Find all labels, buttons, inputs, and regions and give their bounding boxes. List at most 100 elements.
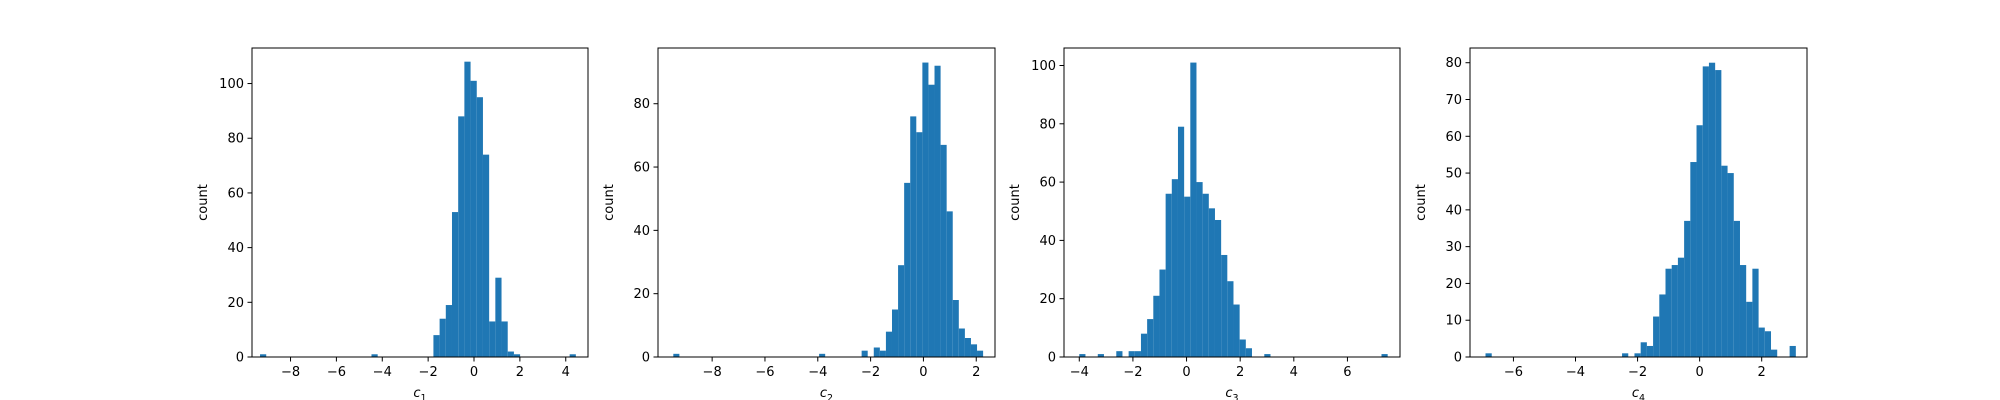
- histogram-bar: [977, 350, 984, 357]
- histogram-bar: [1690, 162, 1697, 357]
- histogram-bar: [513, 354, 521, 357]
- histogram-bar: [1739, 265, 1747, 357]
- histogram-bar: [1622, 353, 1629, 357]
- histogram-bar: [439, 318, 446, 357]
- x-tick-label: −4: [808, 365, 827, 380]
- histogram-bar: [1227, 281, 1234, 357]
- x-tick-label: −4: [373, 365, 392, 380]
- x-tick-label: −8: [281, 365, 300, 380]
- x-tick-label: 0: [470, 365, 478, 380]
- histogram-bar: [482, 154, 490, 357]
- histogram-bar: [873, 347, 880, 357]
- x-tick-label: 4: [1290, 365, 1298, 380]
- histogram-bar: [1239, 339, 1246, 357]
- y-tick-label: 60: [227, 186, 244, 201]
- histogram-bar: [1702, 66, 1709, 357]
- axes-frame: [1469, 47, 1808, 358]
- y-tick-label: 80: [227, 132, 244, 147]
- y-tick-label: 40: [227, 241, 244, 256]
- y-tick-label: 80: [633, 97, 650, 112]
- histogram-bar: [1764, 331, 1772, 357]
- histogram-bars: [1485, 62, 1796, 358]
- histogram-bar: [940, 144, 947, 357]
- histogram-bar: [451, 212, 459, 357]
- histogram-bar: [433, 335, 440, 357]
- histogram-bar: [964, 338, 971, 357]
- histogram-bar: [1153, 295, 1160, 357]
- y-tick-label: 60: [633, 161, 650, 176]
- histogram-bar: [1653, 316, 1660, 357]
- histogram-bar: [1746, 301, 1753, 357]
- histogram-bar: [970, 344, 978, 357]
- y-tick-label: 100: [1031, 59, 1056, 74]
- x-tick-label: −2: [861, 365, 880, 380]
- histogram-bar: [1646, 345, 1654, 357]
- y-tick-label: 60: [1039, 176, 1056, 191]
- histogram-bar: [946, 211, 953, 357]
- y-tick-label: 30: [1445, 240, 1462, 255]
- x-tick-label: 0: [1182, 365, 1190, 380]
- x-axis-label-variable: c: [1632, 386, 1639, 400]
- histogram-bar: [1116, 351, 1123, 357]
- y-tick-label: 0: [1454, 351, 1462, 366]
- histogram-bar: [1789, 345, 1796, 357]
- histogram-bar: [904, 182, 911, 357]
- y-axis-ticks: 0 20 40 60 80 100: [219, 77, 252, 366]
- histogram-bar: [1771, 349, 1778, 357]
- y-tick-label: 60: [1445, 130, 1462, 145]
- x-axis-label-variable: c: [1225, 386, 1232, 400]
- x-tick-label: −4: [1070, 365, 1089, 380]
- y-tick-label: 10: [1445, 314, 1462, 329]
- x-axis-ticks: −8 −6 −4 −2 0 2 4: [281, 357, 570, 380]
- histogram-bar: [879, 350, 886, 357]
- y-tick-label: 40: [1039, 234, 1056, 249]
- histogram-bar: [1758, 327, 1765, 357]
- x-tick-label: −2: [1628, 365, 1647, 380]
- x-tick-label: −4: [1566, 365, 1585, 380]
- histogram-bar: [1128, 351, 1135, 357]
- histogram-bar: [1190, 62, 1197, 357]
- x-axis-label-subscript: 2: [827, 393, 833, 400]
- histogram-bars: [1079, 62, 1388, 358]
- x-axis-label-variable: c: [413, 386, 420, 400]
- y-axis-label: count: [1414, 184, 1429, 221]
- y-tick-label: 100: [219, 77, 244, 92]
- histogram-bar: [1245, 348, 1252, 357]
- x-tick-label: 0: [1695, 365, 1703, 380]
- histogram-bar: [1677, 257, 1685, 357]
- y-tick-label: 80: [1445, 56, 1462, 71]
- x-axis-label-subscript: 3: [1233, 393, 1239, 400]
- histogram-bar: [958, 328, 965, 357]
- x-tick-label: −2: [1123, 365, 1142, 380]
- histogram-bar: [1221, 254, 1228, 357]
- histogram-bar: [1214, 219, 1222, 357]
- histogram-bar: [260, 354, 267, 357]
- histogram-bar: [1134, 351, 1141, 357]
- histogram-bar: [819, 353, 826, 357]
- x-tick-label: 2: [1236, 365, 1244, 380]
- histogram-bar: [507, 351, 514, 357]
- x-axis-label-subscript: 1: [421, 393, 427, 400]
- histogram-bar: [934, 65, 941, 357]
- histogram-bar: [458, 116, 465, 357]
- x-tick-label: 2: [1758, 365, 1766, 380]
- y-tick-label: 70: [1445, 93, 1462, 108]
- x-tick-label: 4: [562, 365, 570, 380]
- histogram-bar: [916, 132, 923, 357]
- histogram-bar: [1733, 220, 1740, 357]
- histogram-bar: [1171, 179, 1178, 357]
- histogram-bar: [1196, 182, 1203, 357]
- y-tick-label: 0: [236, 351, 244, 366]
- x-axis-ticks: −6 −4 −2 0 2: [1504, 357, 1766, 380]
- y-axis-label: count: [196, 184, 211, 221]
- y-tick-label: 20: [1445, 277, 1462, 292]
- histogram-bar: [1721, 165, 1728, 357]
- histogram-bar: [952, 300, 959, 357]
- axes-frame: [1063, 47, 1401, 358]
- y-tick-label: 20: [1039, 292, 1056, 307]
- axes-frame: [251, 47, 589, 358]
- histogram-bar: [1202, 193, 1209, 357]
- histogram-bar: [1159, 269, 1166, 357]
- y-tick-label: 0: [1048, 351, 1056, 366]
